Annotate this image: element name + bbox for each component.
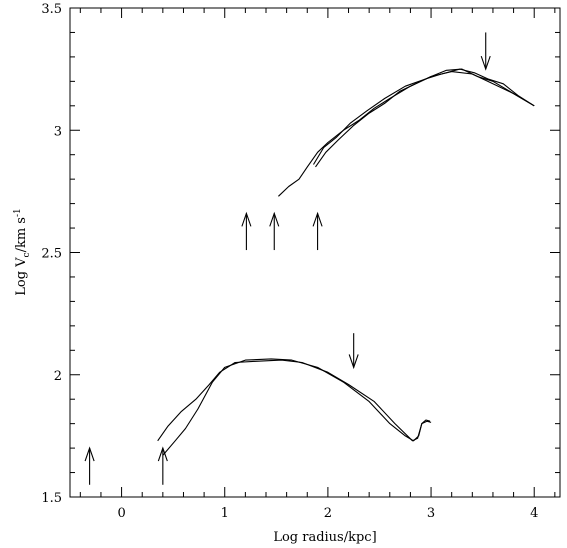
y-axis-label: Log Vc/km s-1 (13, 208, 32, 296)
x-tick-label: 4 (530, 506, 538, 521)
up-arrow-icon (269, 211, 280, 251)
x-tick-labels: 0 1 2 3 4 (117, 506, 538, 521)
plot-frame (69, 7, 561, 498)
y-tick-label: 2 (54, 369, 62, 384)
x-tick-label: 1 (221, 506, 229, 521)
series-line-5 (162, 358, 432, 456)
y-axis-label-sup: -1 (13, 208, 23, 217)
up-arrow-icon (312, 211, 323, 251)
y-axis-label-mid: /km s (14, 217, 29, 252)
x-tick-label: 3 (427, 506, 435, 521)
down-arrow-icon (348, 333, 359, 370)
y-axis-label-sub: c (22, 252, 32, 257)
down-arrow-icon (480, 32, 491, 71)
series-line-1 (278, 71, 535, 197)
series-line-3 (313, 68, 535, 165)
y-axis-label-main: Log V (14, 257, 29, 296)
y-tick-label: 3 (54, 124, 62, 139)
up-arrow-icon (84, 446, 95, 485)
y-tick-label: 3.5 (41, 2, 62, 17)
y-tick-label: 2.5 (41, 247, 62, 262)
up-arrow-icon (241, 211, 252, 251)
up-arrow-icon (157, 446, 168, 485)
arrow-annotations (84, 32, 491, 485)
x-axis-label: Log radius/kpc] (273, 530, 376, 545)
x-tick-label: 2 (324, 506, 332, 521)
y-tick-labels: 1.5 2 2.5 3 3.5 (41, 2, 62, 506)
series-line-4 (157, 359, 431, 442)
y-tick-label: 1.5 (41, 491, 62, 506)
series-line-2 (315, 68, 535, 168)
axis-ticks (70, 7, 560, 498)
x-tick-label: 0 (117, 506, 125, 521)
series-group (157, 68, 535, 456)
